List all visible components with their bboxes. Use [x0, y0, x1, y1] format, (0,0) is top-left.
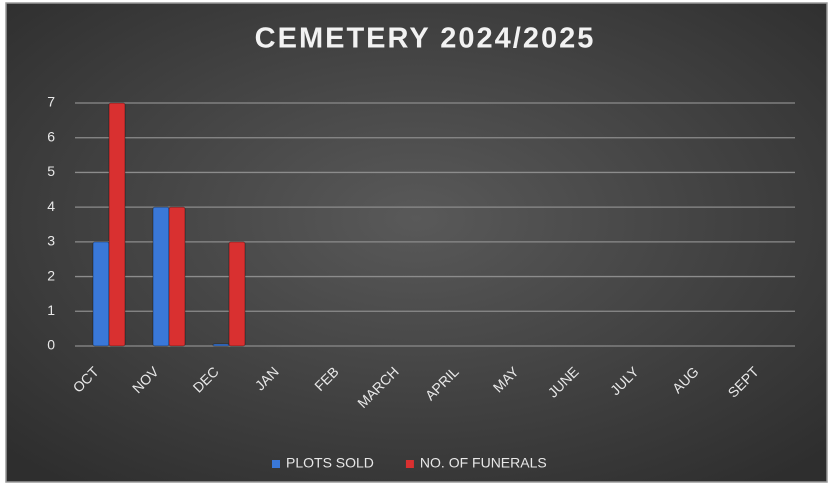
bar	[92, 241, 110, 347]
bar	[168, 206, 186, 347]
bar	[212, 343, 230, 347]
y-tick-label: 7	[47, 94, 55, 110]
y-tick-label: 4	[47, 198, 55, 214]
bar	[108, 102, 126, 347]
legend-label: NO. OF FUNERALS	[420, 455, 547, 471]
legend-label: PLOTS SOLD	[286, 455, 374, 471]
y-tick-label: 5	[47, 163, 55, 179]
bar	[152, 206, 170, 347]
legend-swatch	[405, 460, 414, 468]
chart-title: CEMETERY 2024/2025	[255, 23, 596, 55]
legend-swatch	[272, 460, 280, 468]
bar	[228, 241, 246, 347]
y-tick-label: 3	[47, 233, 55, 249]
y-tick-label: 1	[47, 302, 55, 318]
y-tick-label: 0	[47, 337, 55, 353]
y-tick-label: 2	[47, 267, 55, 283]
y-tick-label: 6	[47, 128, 55, 144]
